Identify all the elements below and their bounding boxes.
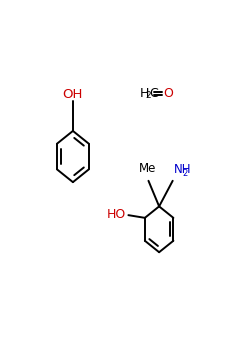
Text: C: C [149, 87, 158, 100]
Text: Me: Me [139, 162, 156, 175]
Text: HO: HO [107, 208, 126, 222]
Text: 2: 2 [183, 169, 188, 178]
Text: NH: NH [174, 163, 191, 176]
Text: 2: 2 [146, 91, 151, 100]
Text: H: H [140, 87, 149, 100]
Text: O: O [163, 87, 173, 100]
Text: OH: OH [63, 88, 83, 101]
